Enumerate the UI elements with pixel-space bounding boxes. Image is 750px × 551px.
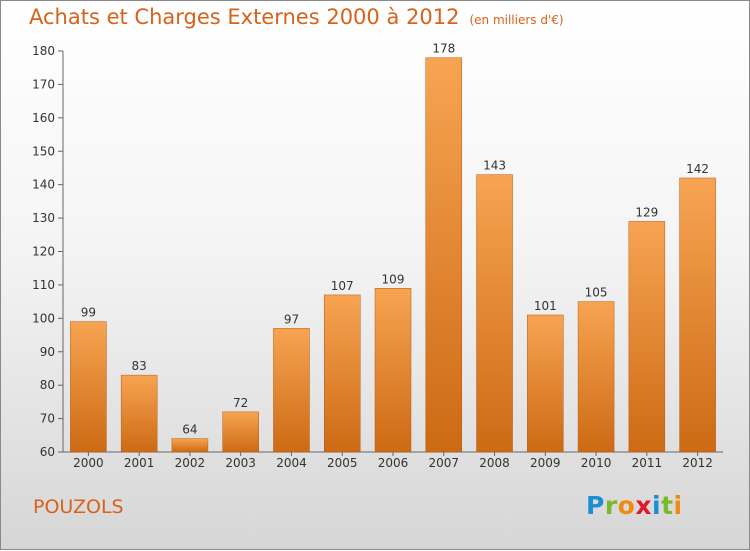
y-tick-label: 120 [32,245,55,259]
y-tick-label: 60 [40,445,55,459]
value-labels: 99 83 64 72 97 107 109 178 143 101 105 129 142 [81,42,709,437]
value-label: 105 [585,286,608,300]
bar-2001 [120,374,158,453]
value-label: 83 [132,359,147,373]
y-tick-label: 180 [32,44,55,58]
y-tick-label: 110 [32,278,55,292]
value-label: 64 [182,423,197,437]
x-tick-label: 2006 [378,456,409,470]
bar-2009 [527,314,564,453]
logo-letter: r [604,491,618,520]
value-label: 129 [635,205,658,219]
logo-letter: o [617,491,636,520]
value-label: 99 [81,306,96,320]
value-label: 107 [331,279,354,293]
y-tick-label: 150 [32,144,55,158]
value-label: 178 [432,42,455,56]
bar-2000 [70,321,107,453]
y-tick-label: 90 [40,345,55,359]
chart-unit-label: (en milliers d'€) [469,13,564,27]
y-tick-label: 130 [32,211,55,225]
value-label: 142 [686,162,709,176]
axes: 60 70 80 90 100 110 120 130 140 150 160 170 180 2000 2… [32,44,723,470]
x-tick-label: 2003 [225,456,256,470]
proxiti-logo: Proxiti [586,491,683,520]
logo-letter: i [652,491,662,520]
x-tick-label: 2011 [632,456,663,470]
bar-2002 [171,438,209,453]
x-tick-label: 2010 [581,456,612,470]
bar-2003 [222,411,259,453]
x-tick-label: 2004 [276,456,307,470]
value-label: 72 [233,396,248,410]
chart-title-main: Achats et Charges Externes 2000 à 2012 [29,5,460,29]
bar-2011 [628,221,666,453]
bar-2004 [273,328,310,453]
value-label: 101 [534,299,557,313]
y-tick-label: 80 [40,378,55,392]
x-tick-label: 2001 [124,456,155,470]
y-tick-label: 70 [40,412,55,426]
x-tick-label: 2012 [682,456,713,470]
bar-2005 [323,294,361,453]
logo-letter: i [673,491,683,520]
bar-2012 [679,177,716,453]
value-label: 143 [483,159,506,173]
logo-letter: P [586,491,605,520]
y-tick-label: 140 [32,178,55,192]
value-label: 109 [382,272,405,286]
x-tick-label: 2000 [73,456,104,470]
bar-2008 [476,174,513,453]
y-tick-label: 160 [32,111,55,125]
bar-2007 [425,57,463,453]
x-tick-label: 2008 [479,456,510,470]
y-tick-label: 100 [32,311,55,325]
x-tick-label: 2002 [175,456,206,470]
x-tick-label: 2005 [327,456,358,470]
bar-2006 [374,288,412,453]
x-tick-label: 2007 [428,456,459,470]
y-tick-label: 170 [32,77,55,91]
x-tick-label: 2009 [530,456,561,470]
logo-letter: t [661,491,674,520]
logo-letter: x [635,491,652,520]
bar-2010 [577,301,615,453]
commune-name: POUZOLS [33,496,124,518]
chart-title: Achats et Charges Externes 2000 à 2012 (e… [29,5,564,29]
bars [70,57,716,453]
value-label: 97 [284,312,299,326]
